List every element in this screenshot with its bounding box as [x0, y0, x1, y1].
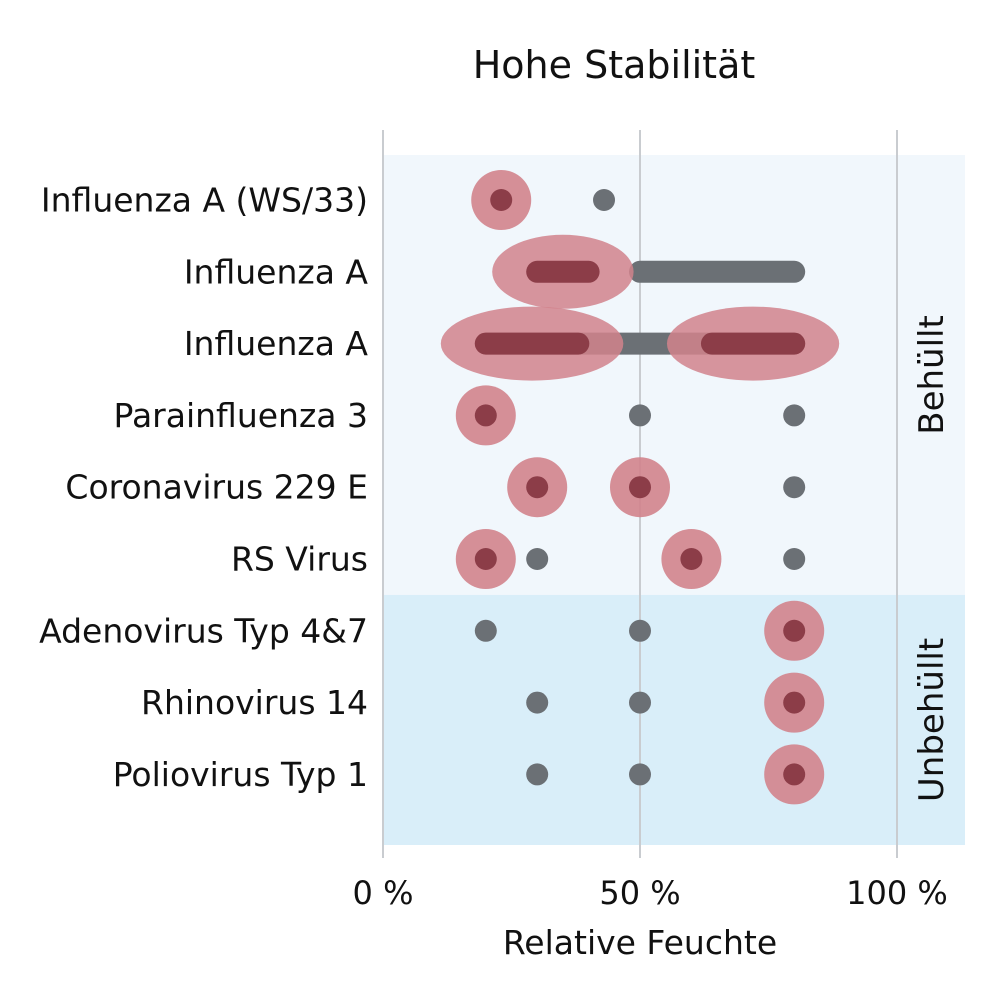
x-tick-label: 50 % — [599, 874, 680, 912]
data-point — [783, 404, 806, 427]
data-row — [455, 529, 806, 589]
chart-title: Hohe Stabilität — [473, 43, 756, 87]
data-point — [474, 619, 497, 642]
data-row — [526, 672, 825, 733]
data-point — [526, 548, 549, 570]
stable-point — [680, 548, 703, 570]
data-row — [455, 385, 806, 446]
stable-point — [526, 476, 549, 499]
data-point — [629, 763, 651, 786]
data-row — [474, 600, 825, 661]
data-point — [629, 691, 651, 714]
stable-point — [490, 189, 513, 211]
data-row — [471, 170, 616, 230]
stable-point — [474, 404, 497, 427]
data-point — [783, 548, 806, 570]
x-tick-label: 0 % — [353, 874, 414, 912]
data-point — [593, 189, 616, 211]
data-row — [526, 744, 825, 805]
row-label: RS Virus — [231, 540, 368, 579]
data-point — [526, 763, 549, 786]
row-label: Influenza A — [184, 324, 369, 363]
data-marks — [440, 170, 840, 805]
stable-point — [783, 763, 806, 786]
row-label: Parainfluenza 3 — [114, 396, 368, 435]
group-label: Unbehüllt — [912, 638, 952, 802]
group-band — [383, 594, 965, 845]
data-point — [783, 476, 806, 499]
data-row — [507, 457, 806, 518]
group-band — [383, 155, 965, 595]
data-point — [629, 404, 651, 427]
row-label: Influenza A — [184, 252, 369, 291]
group-labels: Behüllt Unbehüllt — [912, 315, 952, 802]
stable-point — [474, 548, 497, 570]
row-labels: Influenza A (WS/33) Influenza A Influenza … — [39, 181, 368, 794]
x-axis-label: Relative Feuchte — [503, 923, 777, 962]
data-row — [492, 234, 806, 309]
group-bands — [383, 155, 965, 845]
row-label: Poliovirus Typ 1 — [113, 755, 368, 794]
x-tick-label: 100 % — [846, 874, 948, 912]
stable-point — [783, 619, 806, 642]
row-label: Influenza A (WS/33) — [41, 181, 368, 220]
row-label: Rhinovirus 14 — [141, 683, 368, 722]
stable-point — [783, 691, 806, 714]
x-tick-labels: 0 % 50 % 100 % — [353, 874, 948, 912]
data-row — [440, 306, 840, 381]
row-label: Adenovirus Typ 4&7 — [39, 611, 368, 650]
data-point — [629, 619, 651, 642]
stable-point — [629, 476, 651, 499]
group-label: Behüllt — [912, 315, 952, 435]
row-label: Coronavirus 229 E — [65, 468, 368, 507]
data-point — [526, 691, 549, 714]
